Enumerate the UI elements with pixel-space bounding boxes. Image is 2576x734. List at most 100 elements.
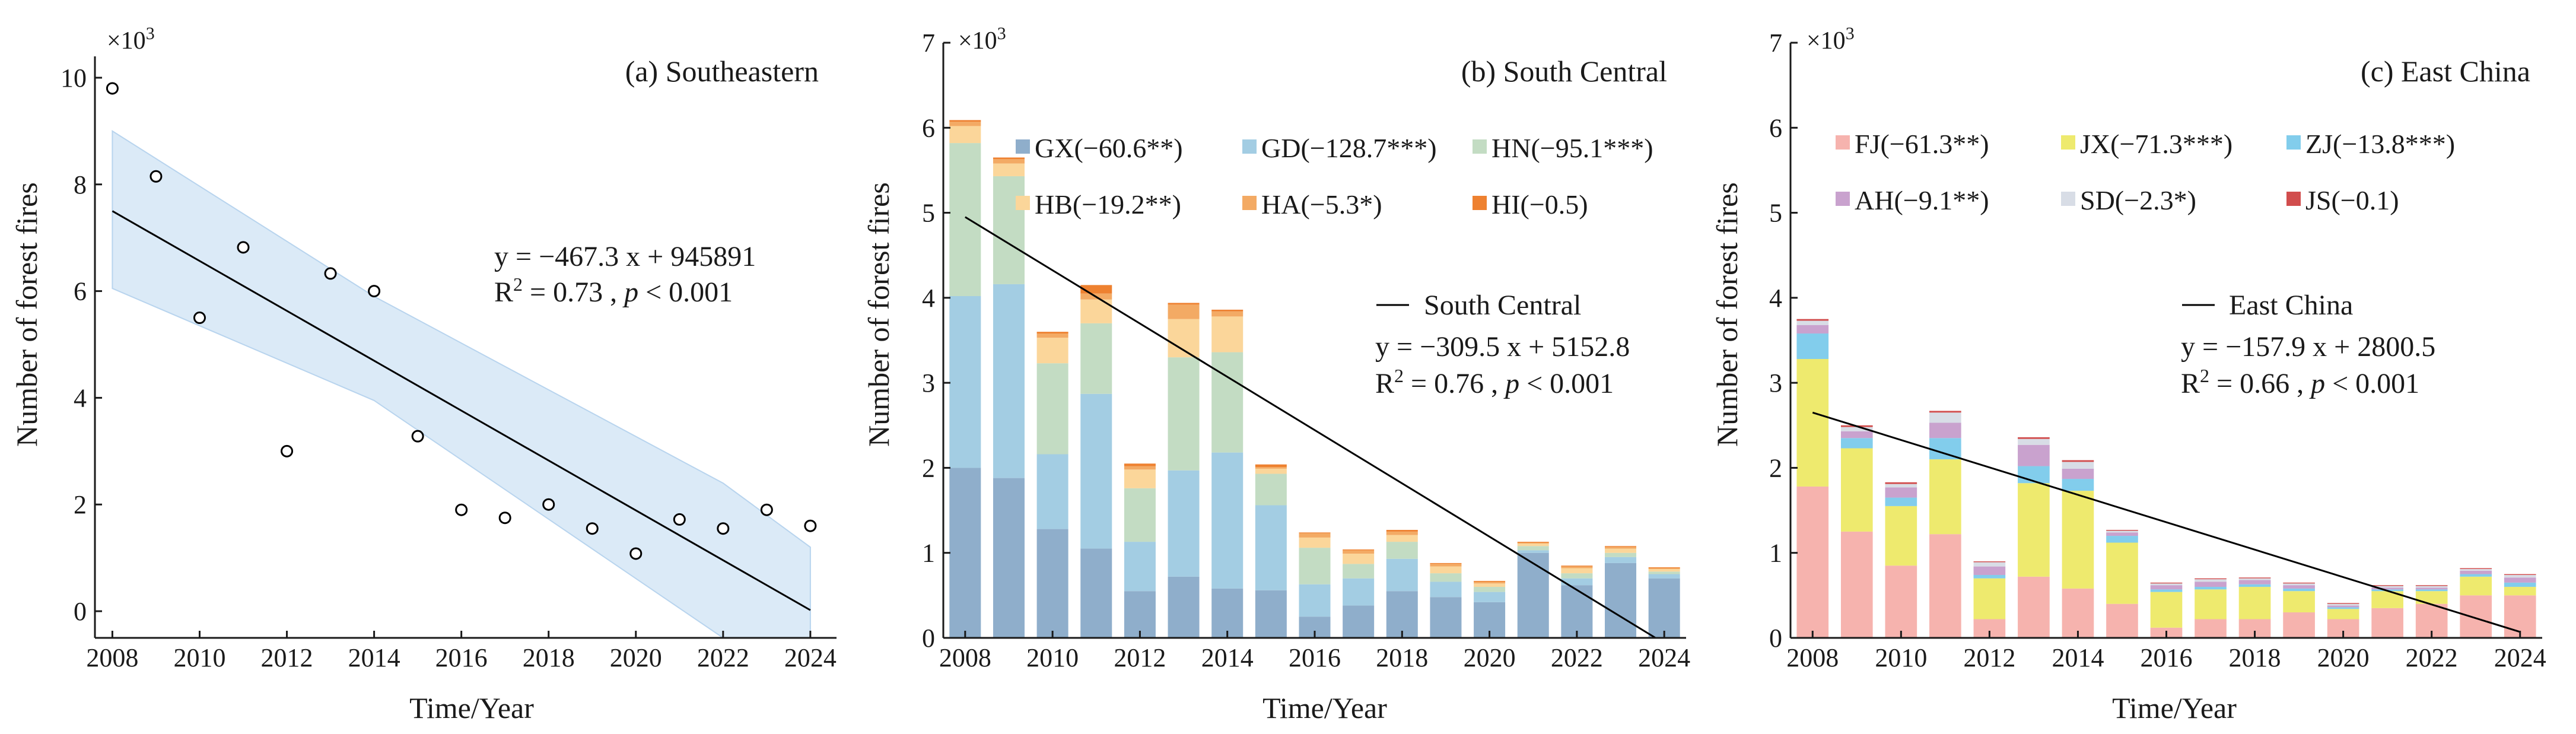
y-tick-label: 2 [1769,453,1782,482]
bar-segment [1648,571,1680,574]
fit-line [965,216,1656,639]
bar-segment [2283,612,2315,638]
bar-segment [993,163,1025,176]
bar-segment [1211,309,1244,312]
bar-segment [1211,452,1244,589]
data-point [760,503,773,516]
bar-segment [2460,574,2492,577]
bar-segment [1124,466,1156,470]
bar-segment [2327,607,2359,609]
bar-segment [1929,438,1961,460]
bar-segment [1036,363,1068,455]
legend-label: FJ(−61.3**) [1855,129,1989,159]
bar-segment [1255,464,1287,467]
fit-legend-label: South Central [1424,290,1581,321]
bar-segment [2062,468,2094,479]
bar-segment [1796,359,1829,487]
bar-segment [1648,567,1680,568]
legend-label: GX(−60.6**) [1035,133,1183,163]
bar-segment [1474,580,1506,582]
panel-a-southeastern: 2008 2010 2012 2014 2016 2018 2020 2022 2024 0 2 4 6… [10,24,837,725]
bar-segment [2238,578,2271,580]
panel-title: (a) Southeastern [625,55,819,88]
x-tick-label: 2014 [1201,643,1254,672]
y-multiplier: ×103 [1807,24,1855,55]
data-point [281,444,294,457]
x-tick-label: 2018 [1376,643,1428,672]
bar-segment [2283,588,2315,592]
bar-segment [1124,463,1156,466]
bar-segment [1168,319,1200,358]
bar-segment [1605,546,1637,549]
bar-segment [1386,530,1418,532]
axes: 2008 2010 2012 2014 2016 2018 2020 2022 2024 0 2 4 6… [61,56,837,672]
bar-segment [1255,466,1287,469]
x-axis-label: Time/Year [2112,691,2237,725]
bar-segment [1386,531,1418,535]
bar-segment [1973,574,2006,579]
bar-segment [1648,568,1680,572]
bar-segment [2460,568,2492,569]
bar-segment [1648,578,1680,638]
fit-r2: R2 = 0.73 , p < 0.001 [494,274,733,308]
bar-segment [1648,574,1680,579]
bar-segment [2504,574,2536,575]
y-tick-label: 2 [74,490,87,519]
bar-segment [2460,595,2492,638]
bar-segment [1796,319,1829,321]
bar-segment [2415,589,2448,592]
bar-segment [1211,316,1244,352]
bar-segment [1168,357,1200,471]
y-multiplier: ×103 [958,24,1006,55]
data-point [150,170,163,183]
bar-segment [1299,537,1331,548]
legend-swatch [2061,192,2075,206]
y-tick-label: 2 [922,453,935,482]
bar-segment [1036,338,1068,364]
bar-segment [993,478,1025,638]
bar-segment [1796,333,1829,360]
data-point [629,547,643,560]
bar-segment [1517,552,1549,638]
fit-line [112,210,811,611]
legend-label: ZJ(−13.8***) [2305,129,2455,159]
bar-segment [1929,411,1961,413]
fit-line [1812,411,2521,633]
bar-segment [949,143,981,296]
y-tick-label: 7 [922,28,935,58]
bar-segment [2415,591,2448,604]
bar-segment [1885,565,1917,638]
legend-swatch [1473,196,1487,210]
bar-segment [1168,304,1200,319]
fit-legend-label: East China [2229,290,2353,321]
y-tick-label: 5 [1769,199,1782,228]
bar-segment [949,295,981,468]
bar-segment [1036,332,1068,334]
bar-segment [1840,448,1873,532]
y-tick-label: 4 [1769,284,1782,313]
bar-segment [1605,563,1637,638]
bar-segment [2283,585,2315,589]
legend-label: HA(−5.3*) [1261,189,1382,220]
x-tick-label: 2014 [2052,643,2104,672]
bar-segment [1517,543,1549,546]
x-tick-label: 2012 [1963,643,2015,672]
data-point [498,511,511,525]
bar-segment [2106,542,2138,604]
legend-label: SD(−2.3*) [2080,185,2196,215]
x-tick-label: 2022 [2406,643,2458,672]
data-point [804,519,817,532]
data-point [324,267,337,280]
confidence-band [112,130,811,638]
bar-segment [1343,550,1375,554]
x-tick-label: 2024 [2494,643,2546,672]
bar-segment [1430,566,1462,574]
y-tick-label: 7 [1769,28,1782,58]
x-tick-label: 2012 [261,643,313,672]
bar-segment [2327,605,2359,608]
bar-segment [1430,563,1462,564]
bar-segment [1080,323,1112,394]
bar-segment [1561,565,1593,567]
bar-segment [2238,587,2271,619]
legend-label: JS(−0.1) [2305,185,2399,215]
